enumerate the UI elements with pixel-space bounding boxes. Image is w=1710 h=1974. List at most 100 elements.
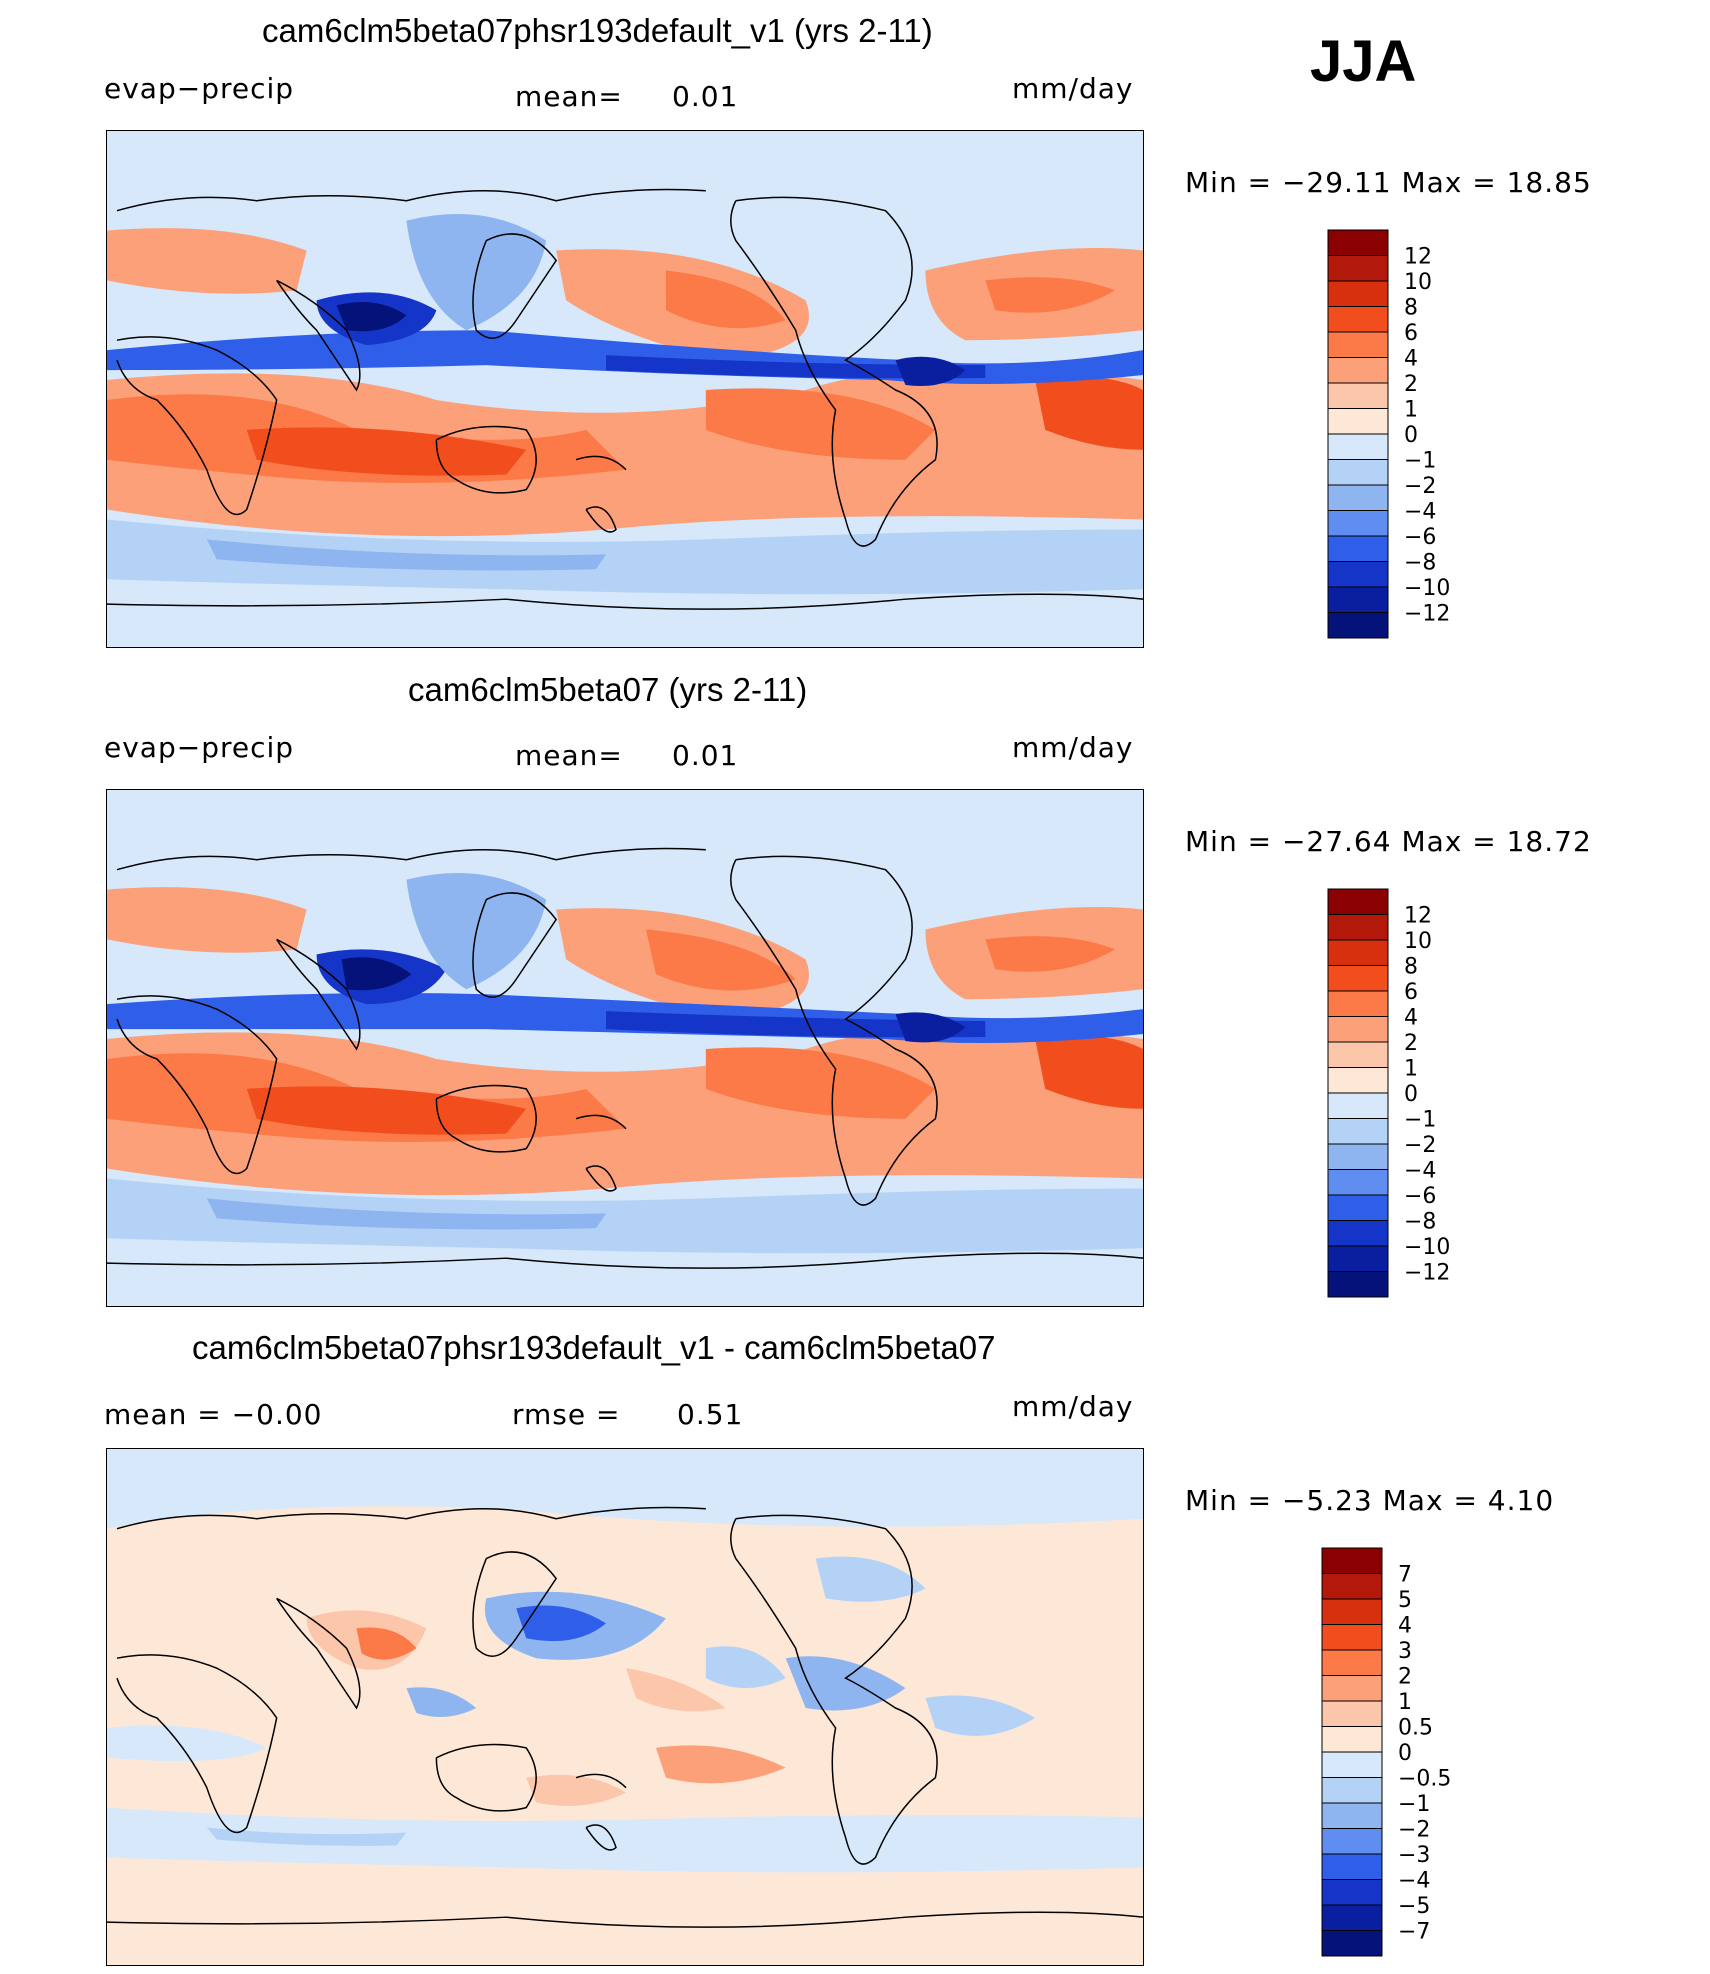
colorbar-swatch bbox=[1321, 1930, 1383, 1957]
colorbar-tick-label: 2 bbox=[1404, 372, 1418, 397]
colorbar-swatch bbox=[1327, 484, 1389, 511]
colorbar-tick-label: −5 bbox=[1398, 1894, 1430, 1919]
colorbar-swatch bbox=[1321, 1624, 1383, 1651]
colorbar-tick-label: −10 bbox=[1404, 1235, 1450, 1260]
colorbar-tick-label: −8 bbox=[1404, 1210, 1436, 1235]
colorbar-swatch bbox=[1321, 1700, 1383, 1727]
colorbar-swatch bbox=[1321, 1675, 1383, 1702]
colorbar-tick-label: 6 bbox=[1404, 980, 1418, 1005]
panel-1-title: cam6clm5beta07phsr193default_v1 (yrs 2-1… bbox=[262, 12, 933, 49]
colorbar-tick-label: −2 bbox=[1404, 474, 1436, 499]
panel-2-colorbar: 12 10 8 6 4 2 1 0 −1 −2 −4 −6 −8 −10 −12 bbox=[1327, 888, 1468, 1304]
colorbar-tick-label: 8 bbox=[1404, 296, 1418, 321]
colorbar-tick-label: 0 bbox=[1404, 423, 1418, 448]
panel-2-units: mm/day bbox=[1012, 731, 1134, 764]
colorbar-swatch bbox=[1321, 1573, 1383, 1600]
panel-1-map bbox=[106, 130, 1144, 648]
colorbar-tick-label: −0.5 bbox=[1398, 1767, 1451, 1792]
colorbar-tick-label: 3 bbox=[1398, 1639, 1412, 1664]
panel-1-variable-label: evap−precip bbox=[104, 72, 295, 105]
panel-3-rmse-value: 0.51 bbox=[677, 1398, 744, 1431]
panel-2-title: cam6clm5beta07 (yrs 2-11) bbox=[408, 671, 808, 708]
colorbar-tick-label: 1 bbox=[1404, 398, 1418, 423]
colorbar-tick-label: 0.5 bbox=[1398, 1716, 1433, 1741]
colorbar-tick-label: −2 bbox=[1404, 1133, 1436, 1158]
colorbar-swatch bbox=[1327, 990, 1389, 1017]
colorbar-tick-label: 7 bbox=[1398, 1563, 1412, 1588]
colorbar-swatch bbox=[1327, 229, 1389, 256]
colorbar-swatch bbox=[1327, 1169, 1389, 1196]
colorbar-swatch bbox=[1327, 1041, 1389, 1068]
colorbar-tick-label: −12 bbox=[1404, 602, 1450, 627]
colorbar-tick-label: −8 bbox=[1404, 551, 1436, 576]
season-label: JJA bbox=[1310, 29, 1417, 94]
colorbar-tick-label: 4 bbox=[1404, 347, 1418, 372]
panel-2-map bbox=[106, 789, 1144, 1307]
colorbar-tick-label: −1 bbox=[1404, 1108, 1436, 1133]
colorbar-tick-label: 10 bbox=[1404, 270, 1432, 295]
panel-1-map-field bbox=[107, 131, 1143, 647]
colorbar-tick-label: −2 bbox=[1398, 1818, 1430, 1843]
colorbar-swatch bbox=[1327, 357, 1389, 384]
colorbar-swatch bbox=[1327, 561, 1389, 588]
colorbar-tick-label: −12 bbox=[1404, 1261, 1450, 1286]
colorbar-swatch bbox=[1321, 1879, 1383, 1906]
colorbar-swatch bbox=[1327, 1067, 1389, 1094]
colorbar-tick-label: 12 bbox=[1404, 904, 1432, 929]
colorbar-swatch bbox=[1327, 1245, 1389, 1272]
colorbar-tick-label: 1 bbox=[1404, 1057, 1418, 1082]
colorbar-swatch bbox=[1327, 965, 1389, 992]
colorbar-swatch bbox=[1321, 1726, 1383, 1753]
colorbar-swatch bbox=[1327, 331, 1389, 358]
colorbar-tick-label: −1 bbox=[1404, 449, 1436, 474]
panel-2-variable-label: evap−precip bbox=[104, 731, 295, 764]
colorbar-swatch bbox=[1321, 1598, 1383, 1625]
colorbar-swatch bbox=[1327, 1143, 1389, 1170]
colorbar-tick-label: −4 bbox=[1404, 500, 1436, 525]
panel-1-units: mm/day bbox=[1012, 72, 1134, 105]
panel-3-mean-label: mean = −0.00 bbox=[104, 1398, 323, 1431]
panel-1-colorbar: 12 10 8 6 4 2 1 0 −1 −2 −4 −6 −8 −10 −12 bbox=[1327, 229, 1468, 645]
colorbar-tick-label: 4 bbox=[1404, 1006, 1418, 1031]
colorbar-swatch bbox=[1321, 1853, 1383, 1880]
colorbar-swatch bbox=[1327, 510, 1389, 537]
colorbar-tick-label: 4 bbox=[1398, 1614, 1412, 1639]
colorbar-tick-label: −6 bbox=[1404, 525, 1436, 550]
colorbar-swatch bbox=[1327, 888, 1389, 915]
colorbar-swatch bbox=[1321, 1751, 1383, 1778]
colorbar-tick-label: 1 bbox=[1398, 1690, 1412, 1715]
colorbar-tick-label: 2 bbox=[1398, 1665, 1412, 1690]
colorbar-tick-label: 0 bbox=[1398, 1741, 1412, 1766]
panel-3-units: mm/day bbox=[1012, 1390, 1134, 1423]
panel-2-mean-label: mean= bbox=[515, 739, 623, 772]
colorbar-swatch bbox=[1327, 255, 1389, 282]
colorbar-swatch bbox=[1327, 535, 1389, 562]
colorbar-swatch bbox=[1327, 914, 1389, 941]
colorbar-swatch bbox=[1327, 408, 1389, 435]
colorbar-swatch bbox=[1327, 459, 1389, 486]
panel-2-map-field bbox=[107, 790, 1143, 1306]
panel-1-minmax: Min = −29.11 Max = 18.85 bbox=[1185, 166, 1592, 199]
colorbar-swatch bbox=[1321, 1777, 1383, 1804]
panel-1-mean-value: 0.01 bbox=[672, 80, 739, 113]
colorbar-swatch bbox=[1327, 1271, 1389, 1298]
colorbar-swatch bbox=[1327, 280, 1389, 307]
colorbar-tick-label: 6 bbox=[1404, 321, 1418, 346]
colorbar-swatch bbox=[1321, 1802, 1383, 1829]
colorbar-tick-label: −6 bbox=[1404, 1184, 1436, 1209]
colorbar-tick-label: 10 bbox=[1404, 929, 1432, 954]
colorbar-swatch bbox=[1327, 306, 1389, 333]
colorbar-tick-label: 0 bbox=[1404, 1082, 1418, 1107]
colorbar-swatch bbox=[1321, 1547, 1383, 1574]
colorbar-tick-label: 8 bbox=[1404, 955, 1418, 980]
colorbar-tick-label: 2 bbox=[1404, 1031, 1418, 1056]
colorbar-swatch bbox=[1321, 1649, 1383, 1676]
colorbar-swatch bbox=[1327, 382, 1389, 409]
colorbar-tick-label: −4 bbox=[1398, 1869, 1430, 1894]
colorbar-tick-label: −4 bbox=[1404, 1159, 1436, 1184]
colorbar-swatch bbox=[1321, 1828, 1383, 1855]
colorbar-swatch bbox=[1327, 612, 1389, 639]
panel-3-map bbox=[106, 1448, 1144, 1966]
colorbar-tick-label: 12 bbox=[1404, 245, 1432, 270]
colorbar-swatch bbox=[1327, 939, 1389, 966]
